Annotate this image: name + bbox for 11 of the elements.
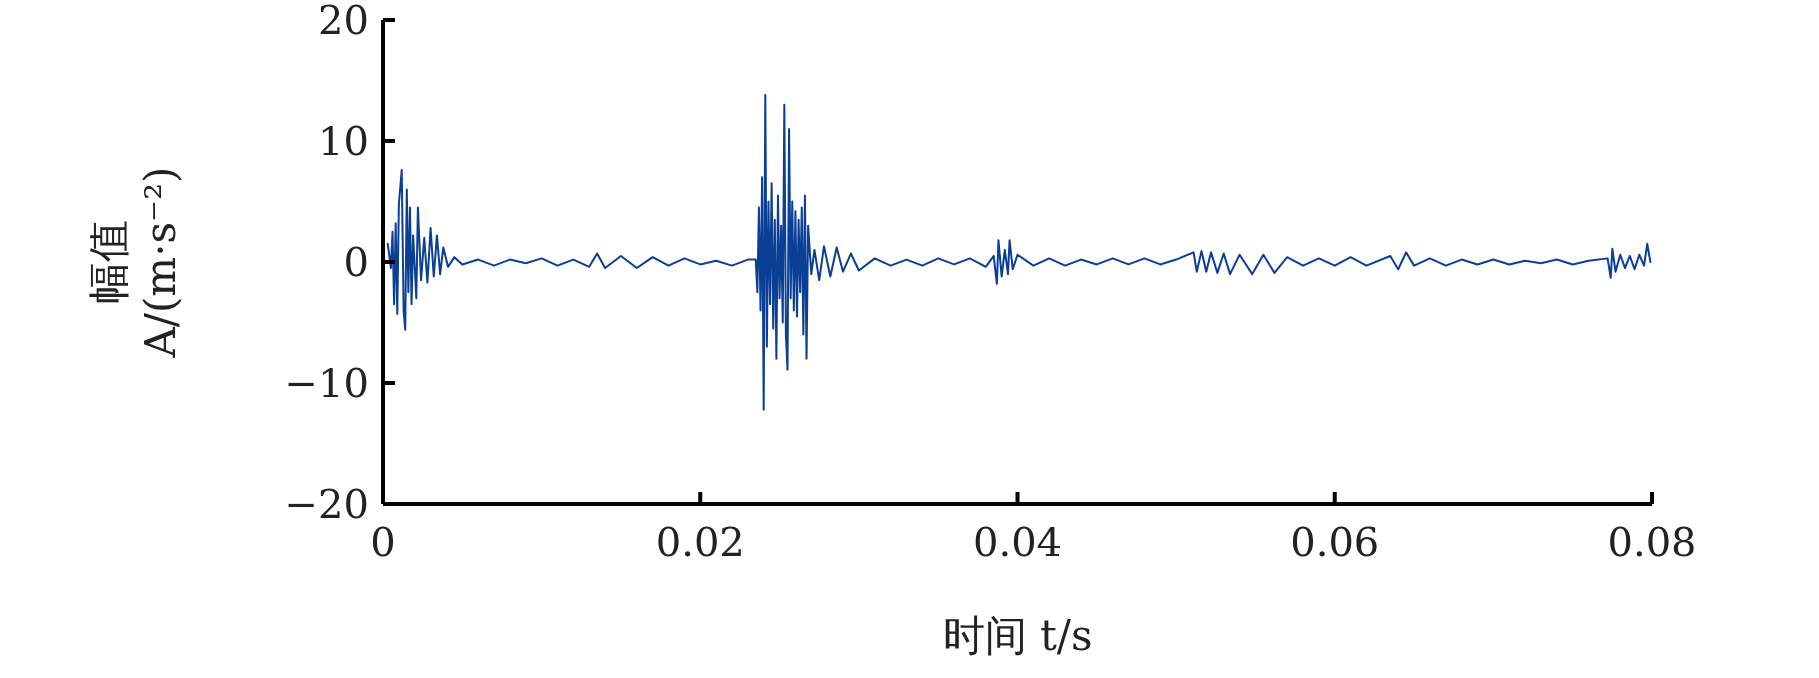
x-axis-title: 时间 t/s <box>942 611 1093 660</box>
y-axis-title: 幅值 A/(m·s⁻²) <box>83 166 185 359</box>
x-tick-label: 0.02 <box>655 519 745 565</box>
y-tick-label: −20 <box>284 481 369 527</box>
x-tick-label: 0.06 <box>1290 519 1380 565</box>
y-tick-label: 20 <box>318 0 369 43</box>
x-tick-label: 0.04 <box>972 519 1063 565</box>
y-tick-label: 0 <box>343 239 369 285</box>
x-tick-label: 0.08 <box>1607 519 1697 565</box>
y-tick-label: −10 <box>284 360 369 406</box>
y-tick-label: 10 <box>318 118 369 164</box>
